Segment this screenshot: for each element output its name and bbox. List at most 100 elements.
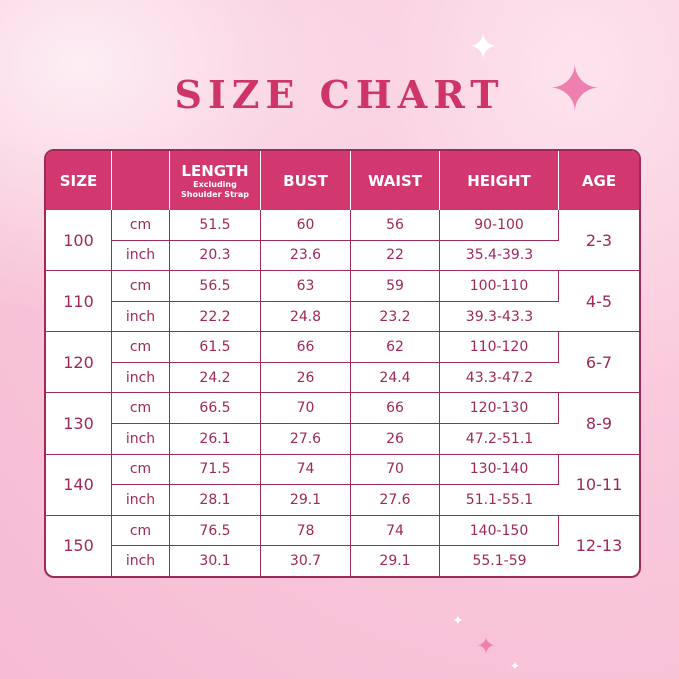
table-row: inch 28.1 29.1 27.6 51.1-55.1 xyxy=(46,485,639,516)
header-length-note: Shoulder Strap xyxy=(181,189,249,199)
header-waist: WAIST xyxy=(351,151,440,210)
length-cell: 56.5 xyxy=(170,271,261,302)
bust-cell: 60 xyxy=(261,210,351,241)
unit-cell: inch xyxy=(112,301,170,333)
height-cell: 55.1-59 xyxy=(472,553,527,570)
table-row: 130 cm 66.5 70 66 120-130 8-9 xyxy=(46,393,639,455)
sparkle-icon: ✦ xyxy=(476,632,497,660)
length-cell: 76.5 xyxy=(170,515,261,547)
size-cell: 110 xyxy=(46,271,112,333)
unit-cell: inch xyxy=(112,546,170,576)
length-cell: 61.5 xyxy=(170,332,261,363)
size-cell: 140 xyxy=(46,454,112,516)
waist-cell: 62 xyxy=(351,332,440,363)
length-cell: 66.5 xyxy=(170,393,261,425)
length-cell: 51.5 xyxy=(170,210,261,241)
length-cell: 20.3 xyxy=(170,240,261,272)
bust-cell: 30.7 xyxy=(261,546,351,576)
size-cell: 150 xyxy=(46,515,112,576)
height-cell: 47.2-51.1 xyxy=(440,424,559,455)
waist-cell: 29.1 xyxy=(351,546,440,576)
table-row: 120 cm 61.5 66 62 110-120 6-7 xyxy=(46,332,639,394)
age-cell: 12-13 xyxy=(575,536,623,556)
bust-cell: 27.6 xyxy=(261,424,351,455)
bust-cell: 23.6 xyxy=(261,240,351,272)
waist-cell: 66 xyxy=(351,393,440,425)
height-cell: 39.3-43.3 xyxy=(440,302,559,333)
table-row: inch 26.1 27.6 26 47.2-51.1 xyxy=(46,424,639,455)
table-row: 100 cm 51.5 60 56 90-100 2-3 xyxy=(46,210,639,272)
waist-cell: 74 xyxy=(351,515,440,547)
age-cell: 10-11 xyxy=(559,455,639,516)
unit-cell: cm xyxy=(112,515,170,547)
bust-cell: 24.8 xyxy=(261,301,351,333)
table-row: 150 cm 76.5 78 74 140-150 12-13 xyxy=(46,515,639,576)
bust-cell: 63 xyxy=(261,271,351,302)
waist-cell: 23.2 xyxy=(351,301,440,333)
size-cell: 100 xyxy=(46,210,112,272)
unit-cell: inch xyxy=(112,424,170,455)
table-row: 110 cm 56.5 63 59 100-110 4-5 xyxy=(46,271,639,333)
table-row: 140 cm 71.5 74 70 130-140 10-11 xyxy=(46,454,639,516)
height-cell: 43.3-47.2 xyxy=(440,363,559,394)
length-cell: 28.1 xyxy=(170,485,261,516)
unit-cell: inch xyxy=(112,485,170,516)
bust-cell: 70 xyxy=(261,393,351,425)
length-cell: 22.2 xyxy=(170,301,261,333)
unit-cell: inch xyxy=(112,240,170,272)
size-chart-table: SIZE LENGTH Excluding Shoulder Strap BUS… xyxy=(44,149,641,578)
height-cell: 110-120 xyxy=(440,332,559,363)
height-cell: 140-150 xyxy=(440,515,559,547)
height-cell: 35.4-39.3 xyxy=(440,241,559,272)
waist-cell: 56 xyxy=(351,210,440,241)
length-cell: 30.1 xyxy=(170,546,261,576)
header-unit xyxy=(112,151,170,210)
bust-cell: 29.1 xyxy=(261,485,351,516)
unit-cell: cm xyxy=(112,393,170,425)
size-cell: 120 xyxy=(46,332,112,394)
unit-cell: cm xyxy=(112,271,170,302)
waist-cell: 26 xyxy=(351,424,440,455)
waist-cell: 70 xyxy=(351,454,440,486)
waist-cell: 24.4 xyxy=(351,362,440,394)
header-size: SIZE xyxy=(46,151,112,210)
length-cell: 24.2 xyxy=(170,362,261,394)
sparkle-icon: ✦ xyxy=(548,53,602,127)
height-cell: 130-140 xyxy=(440,454,559,486)
length-cell: 71.5 xyxy=(170,454,261,486)
bust-cell: 74 xyxy=(261,454,351,486)
header-height: HEIGHT xyxy=(440,151,559,210)
header-length-label: LENGTH xyxy=(181,161,249,180)
height-cell: 120-130 xyxy=(440,393,559,425)
unit-cell: cm xyxy=(112,332,170,363)
age-cell: 2-3 xyxy=(559,210,639,272)
page-title: SIZE CHART xyxy=(174,72,505,117)
size-cell: 130 xyxy=(46,393,112,455)
header-length-note: Excluding xyxy=(193,179,237,189)
table-row: inch 22.2 24.8 23.2 39.3-43.3 xyxy=(46,301,639,333)
sparkle-icon: ✦ xyxy=(452,613,464,629)
sparkle-icon: ✦ xyxy=(510,659,521,673)
unit-cell: inch xyxy=(112,362,170,394)
header-row: SIZE LENGTH Excluding Shoulder Strap BUS… xyxy=(46,151,639,210)
waist-cell: 27.6 xyxy=(351,485,440,516)
height-cell: 100-110 xyxy=(440,271,559,302)
waist-cell: 22 xyxy=(351,240,440,272)
header-bust: BUST xyxy=(261,151,351,210)
waist-cell: 59 xyxy=(351,271,440,302)
height-cell: 90-100 xyxy=(440,210,559,241)
table-row: inch 20.3 23.6 22 35.4-39.3 xyxy=(46,240,639,272)
header-length: LENGTH Excluding Shoulder Strap xyxy=(170,151,261,210)
sparkle-icon: ✦ xyxy=(468,27,499,68)
unit-cell: cm xyxy=(112,210,170,241)
age-cell: 8-9 xyxy=(559,393,639,455)
header-age: AGE xyxy=(559,151,639,210)
age-cell: 6-7 xyxy=(559,332,639,394)
bust-cell: 26 xyxy=(261,362,351,394)
table-row: inch 30.1 30.7 29.1 55.1-59 xyxy=(46,546,639,576)
height-cell: 51.1-55.1 xyxy=(440,485,559,516)
bust-cell: 66 xyxy=(261,332,351,363)
table-row: inch 24.2 26 24.4 43.3-47.2 xyxy=(46,362,639,394)
age-cell: 4-5 xyxy=(559,271,639,333)
unit-cell: cm xyxy=(112,454,170,486)
